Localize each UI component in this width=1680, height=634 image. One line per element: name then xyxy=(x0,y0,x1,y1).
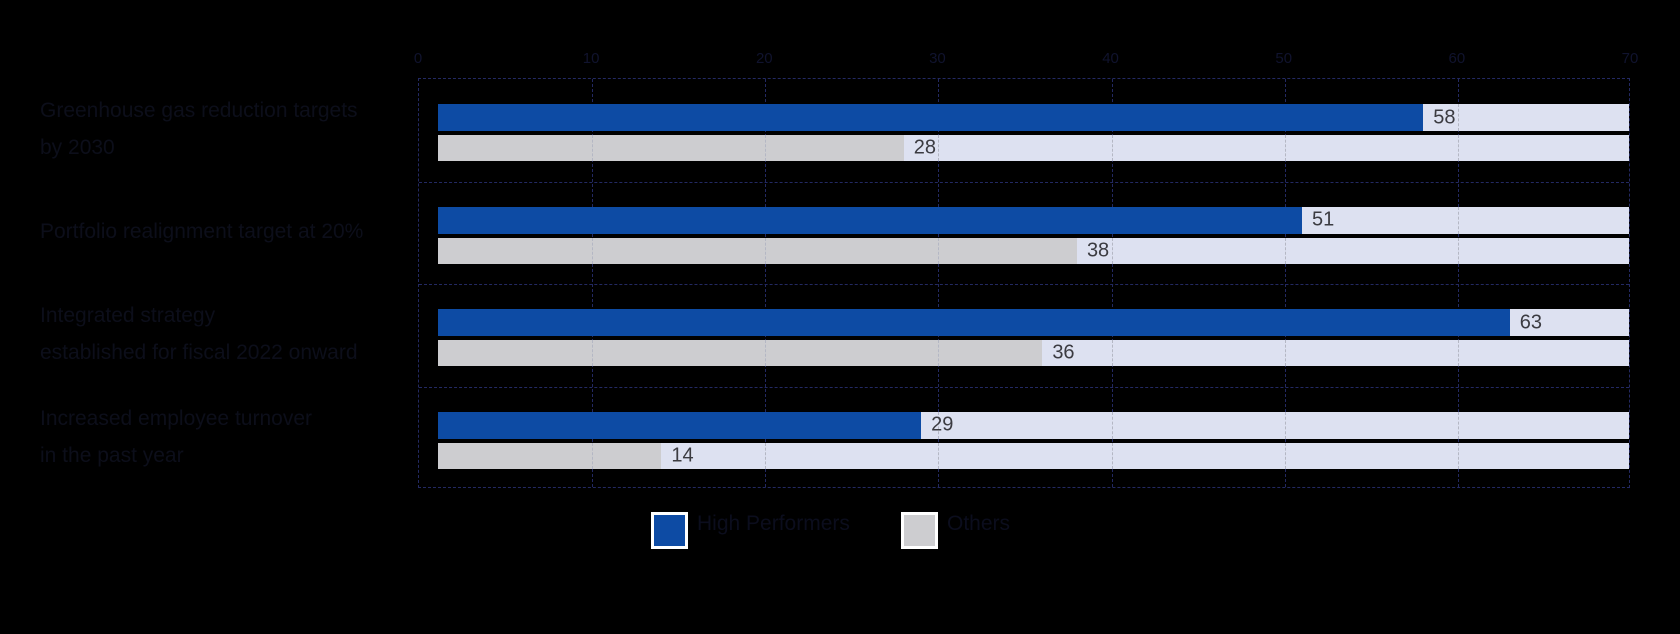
gridline-vertical xyxy=(1284,79,1286,487)
x-tick-label: 10 xyxy=(582,50,600,67)
bar-high-performers xyxy=(438,411,922,439)
gridline-vertical xyxy=(765,79,767,487)
category-label-line: established for fiscal 2022 onward xyxy=(40,341,358,365)
legend-label-others: Others xyxy=(947,512,1011,535)
bar-track: 58 xyxy=(438,104,1629,131)
group-separator xyxy=(419,284,1629,285)
gridline-vertical-light xyxy=(765,135,767,161)
gridline-vertical-light xyxy=(1457,411,1459,439)
gridline-vertical-light xyxy=(1111,442,1113,469)
bar-others xyxy=(438,135,904,161)
legend-label-high-performers: High Performers xyxy=(697,512,850,535)
gridline-vertical-light xyxy=(765,237,767,264)
category-label-line: Integrated strategy xyxy=(40,304,216,328)
gridline-vertical-light xyxy=(1111,340,1113,366)
legend: High Performers Others xyxy=(0,505,1680,553)
gridline-vertical xyxy=(592,79,594,487)
gridline-vertical-light xyxy=(592,135,594,161)
gridline-vertical-light xyxy=(1111,411,1113,439)
gridline-vertical-light xyxy=(938,135,940,161)
gridline-vertical-light xyxy=(1457,104,1459,131)
x-tick-label: 70 xyxy=(1621,50,1639,67)
gridline-vertical-light xyxy=(1457,206,1459,234)
gridline-vertical-light xyxy=(1111,237,1113,264)
x-tick-label: 40 xyxy=(1102,50,1119,67)
gridline-vertical-light xyxy=(1284,442,1286,469)
value-label: 36 xyxy=(1052,341,1075,364)
category-label: Increased employee turnover in the past y… xyxy=(40,386,412,489)
gridline-vertical-light xyxy=(1457,340,1459,366)
bar-high-performers xyxy=(438,206,1303,234)
gridline-vertical-light xyxy=(938,411,940,439)
gridline-vertical-light xyxy=(1457,442,1459,469)
value-label: 63 xyxy=(1519,311,1543,333)
bar-track: 29 xyxy=(438,411,1629,439)
gridline-vertical-light xyxy=(592,340,594,366)
bar-track: 28 xyxy=(438,135,1629,161)
bar-track: 38 xyxy=(438,237,1629,264)
gridline-vertical-light xyxy=(1284,237,1286,264)
value-label: 51 xyxy=(1312,208,1335,231)
gridline-vertical-light xyxy=(1111,135,1113,161)
gridline-vertical-light xyxy=(592,442,594,469)
x-tick-label: 30 xyxy=(929,50,946,67)
value-label: 28 xyxy=(913,136,937,159)
gridline-vertical-light xyxy=(938,442,940,469)
category-label: Integrated strategy established for fisca… xyxy=(40,283,412,386)
legend-swatch-high-performers xyxy=(651,512,688,549)
bar-others xyxy=(438,237,1077,264)
category-label-line: Increased employee turnover xyxy=(40,406,312,430)
value-label: 38 xyxy=(1086,239,1110,261)
gridline-vertical xyxy=(1111,79,1113,487)
category-label: Portfolio realignment target at 20% xyxy=(40,181,412,284)
gridline-vertical-light xyxy=(592,237,594,264)
bar-high-performers xyxy=(438,309,1510,336)
gridline-vertical-light xyxy=(1284,340,1286,366)
x-tick-label: 20 xyxy=(755,50,773,67)
bar-track: 51 xyxy=(438,206,1629,234)
value-label: 29 xyxy=(931,413,954,436)
x-tick-label: 60 xyxy=(1448,50,1466,67)
value-label: 58 xyxy=(1433,106,1456,128)
bar-track: 36 xyxy=(438,340,1629,366)
bar-high-performers xyxy=(438,104,1424,131)
category-label-line: by 2030 xyxy=(40,136,115,160)
category-label-line: Greenhouse gas reduction targets xyxy=(40,99,358,123)
group-separator xyxy=(419,181,1629,183)
x-tick-label: 0 xyxy=(413,50,423,67)
bar-track: 63 xyxy=(438,309,1629,336)
gridline-vertical-light xyxy=(1457,237,1459,264)
gridline-vertical-light xyxy=(765,340,767,366)
bar-others xyxy=(438,442,662,469)
category-label-line: Portfolio realignment target at 20% xyxy=(40,220,364,244)
x-tick-label: 50 xyxy=(1275,50,1293,67)
group-separator xyxy=(419,386,1629,388)
gridline-vertical-light xyxy=(1284,411,1286,439)
gridline-vertical xyxy=(1457,79,1459,487)
gridline-vertical-light xyxy=(765,442,767,469)
bar-track: 14 xyxy=(438,442,1629,469)
value-label: 14 xyxy=(671,444,694,466)
legend-swatch-others xyxy=(901,512,938,549)
plot-area: 58 28 51 38 63 36 29 14 xyxy=(418,78,1630,488)
gridline-vertical-light xyxy=(938,340,940,366)
category-label-line: in the past year xyxy=(40,443,184,467)
gridline-vertical xyxy=(938,79,940,487)
gridline-vertical-light xyxy=(938,237,940,264)
category-label: Greenhouse gas reduction targets by 2030 xyxy=(40,78,412,181)
bar-others xyxy=(438,340,1043,366)
gridline-vertical-light xyxy=(1284,135,1286,161)
gridline-vertical-light xyxy=(1457,135,1459,161)
